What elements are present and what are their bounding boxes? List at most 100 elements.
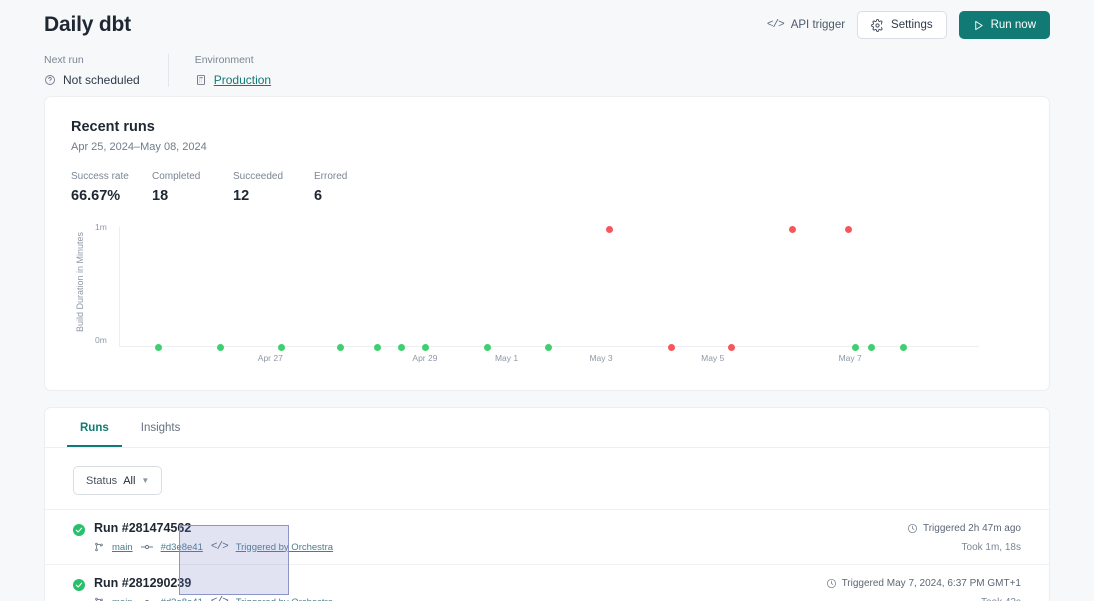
environment-block: Environment Production [167, 54, 299, 87]
code-icon: </> [211, 596, 229, 601]
title-row: Daily dbt </> API trigger Settings [44, 0, 1050, 46]
run-info: Run #281290239 main #d3e8e41 </> Triggered b… [94, 576, 333, 601]
run-left: Run #281474562 main #d3e8e41 </> Triggered b… [73, 521, 333, 553]
chart-point-errored[interactable] [728, 343, 736, 351]
build-duration-chart: Build Duration in Minutes 1m 0m Apr 27 Ap… [71, 222, 1023, 363]
clock-question-icon [44, 74, 56, 86]
play-icon [973, 20, 984, 31]
settings-button[interactable]: Settings [857, 11, 947, 39]
status-filter-label: Status [86, 474, 118, 487]
runs-container: Run #281474562 main #d3e8e41 </> Triggered b… [45, 509, 1049, 601]
run-status-success-icon [73, 579, 85, 591]
stat-value: 12 [233, 188, 250, 204]
chart-y-tick-bottom: 0m [95, 335, 107, 345]
chart-point-succeeded[interactable] [155, 343, 163, 351]
tab-runs[interactable]: Runs [67, 408, 122, 447]
chart-x-tick: Apr 27 [257, 353, 283, 363]
stat-label: Succeeded [233, 171, 284, 182]
chevron-down-icon: ▼ [141, 476, 150, 485]
environment-value-wrap: Production [195, 73, 271, 87]
meta-row: Next run Not scheduled Environment [44, 46, 1050, 96]
next-run-label: Next run [44, 54, 84, 66]
chart-point-succeeded[interactable] [851, 343, 859, 351]
status-filter-value: All [123, 474, 136, 487]
clock-icon [826, 578, 837, 589]
run-commit-link[interactable]: #d3e8e41 [160, 541, 203, 553]
run-triggered-wrap: Triggered 2h 47m ago [907, 523, 1021, 534]
chart-x-tick: May 7 [838, 353, 862, 363]
chart-point-succeeded[interactable] [217, 343, 224, 351]
next-run-block: Next run Not scheduled [44, 54, 168, 87]
recent-runs-date-range: Apr 25, 2024–May 08, 2024 [71, 141, 207, 153]
chart-point-succeeded[interactable] [545, 343, 553, 351]
chart-point-succeeded[interactable] [337, 343, 345, 351]
run-commit-link[interactable]: #d3e8e41 [161, 597, 203, 601]
run-duration: Took 1m, 18s [961, 542, 1021, 553]
chart-point-errored[interactable] [606, 225, 614, 233]
tabs: Runs Insights [45, 408, 1049, 448]
chart-point-succeeded[interactable] [899, 343, 907, 351]
status-filter[interactable]: Status All ▼ [73, 466, 163, 495]
page-title: Daily dbt [44, 13, 131, 36]
chart-point-succeeded[interactable] [398, 343, 406, 351]
recent-runs-title: Recent runs [71, 119, 155, 135]
run-status-success-icon [73, 524, 85, 536]
run-duration: Took 42s [826, 597, 1021, 601]
run-name[interactable]: Run #281474562 [94, 521, 192, 535]
chart-x-tick: May 5 [701, 353, 725, 363]
git-commit-icon [140, 542, 153, 552]
stats-container: Success rate 66.67% Completed 18 Succeeded 12… [71, 171, 1023, 204]
chart-plot-area: Apr 27 Apr 29 May 1 May 3 May 5 May 7 [119, 225, 979, 363]
gear-icon [871, 18, 884, 32]
code-icon: </> [210, 541, 229, 553]
run-info: Run #281474562 main #d3e8e41 </> Triggered b… [94, 521, 333, 553]
header-actions: </> API trigger Settings [767, 11, 1050, 39]
chart-x-tick: May 1 [494, 353, 519, 363]
stat-item: Success rate 66.67% [71, 171, 152, 204]
stat-item: Completed 18 [152, 171, 233, 204]
chart-y-axis-label: Build Duration in Minutes [75, 231, 85, 333]
stat-value: 18 [152, 188, 169, 204]
run-now-button[interactable]: Run now [958, 11, 1050, 39]
runs-list-card: Runs Insights Status All ▼ Run #281474562… [44, 407, 1050, 601]
next-run-value: Not scheduled [63, 73, 140, 87]
run-trigger-source-link[interactable]: Triggered by Orchestra [236, 597, 333, 601]
chart-point-succeeded[interactable] [868, 343, 876, 351]
chart-x-tick: Apr 29 [412, 353, 438, 363]
stat-item: Succeeded 12 [233, 171, 314, 204]
filter-bar: Status All ▼ [45, 448, 1049, 509]
stat-value: 66.67% [71, 188, 121, 204]
run-row[interactable]: Run #281290239 main #d3e8e41 </> Triggered b… [45, 564, 1049, 601]
clock-icon [907, 523, 918, 534]
chart-point-succeeded[interactable] [374, 343, 382, 351]
chart-point-succeeded[interactable] [484, 343, 492, 351]
run-trigger-source-link[interactable]: Triggered by Orchestra [235, 541, 334, 553]
git-branch-icon [94, 542, 104, 552]
chart-point-errored[interactable] [789, 225, 797, 233]
stat-item: Errored 6 [314, 171, 395, 204]
stat-label: Success rate [71, 171, 129, 182]
run-row[interactable]: Run #281474562 main #d3e8e41 </> Triggered b… [45, 509, 1049, 564]
run-name[interactable]: Run #281290239 [94, 576, 192, 590]
code-icon: </> [766, 19, 785, 31]
run-branch-link[interactable]: main [112, 597, 133, 601]
stat-label: Completed [152, 171, 201, 182]
environment-label: Environment [194, 54, 254, 66]
environment-link[interactable]: Production [213, 73, 272, 87]
api-trigger-button[interactable]: </> API trigger [767, 19, 845, 31]
chart-y-tick-top: 1m [95, 222, 107, 232]
chart-x-tick: May 3 [589, 353, 613, 363]
run-meta: main #d3e8e41 </> Triggered by Orchestra [94, 541, 333, 553]
chart-point-succeeded[interactable] [277, 343, 285, 351]
run-branch-link[interactable]: main [112, 541, 133, 553]
next-run-value-wrap: Not scheduled [44, 73, 140, 87]
git-commit-icon [141, 597, 153, 601]
settings-label: Settings [891, 19, 933, 31]
chart-point-errored[interactable] [844, 225, 852, 233]
tab-insights[interactable]: Insights [140, 422, 181, 434]
page-header: Daily dbt </> API trigger Settings [0, 0, 1094, 96]
run-meta: main #d3e8e41 </> Triggered by Orchestra [94, 596, 333, 601]
chart-point-errored[interactable] [667, 343, 675, 351]
chart-point-succeeded[interactable] [422, 343, 430, 351]
